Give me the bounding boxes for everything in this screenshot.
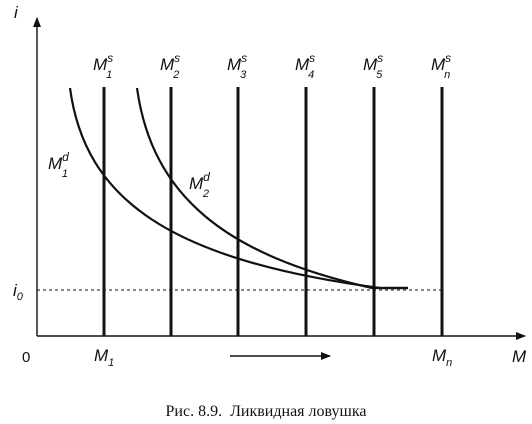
x-axis-label: M bbox=[512, 347, 527, 366]
origin-label: 0 bbox=[22, 349, 30, 366]
demand-curve-m2 bbox=[135, 87, 408, 290]
x-tick-m1: M1 bbox=[94, 346, 114, 369]
x-tick-mn: Mn bbox=[432, 346, 452, 369]
supply-label-m5: Ms 5 bbox=[363, 51, 383, 81]
supply-label-m4: Ms 4 bbox=[295, 51, 315, 81]
demand-label-m1: Md 1 bbox=[48, 150, 69, 180]
demand-curve-m1 bbox=[68, 87, 408, 290]
supply-label-m1: Ms 1 bbox=[93, 51, 113, 81]
supply-label-m3: Ms 3 bbox=[227, 51, 247, 81]
demand-label-m2: Md 2 bbox=[189, 170, 210, 200]
figure-caption: Рис. 8.9. Ликвидная ловушка bbox=[166, 403, 367, 420]
y-axis-label: i bbox=[14, 3, 19, 22]
i0-label: i0 bbox=[13, 281, 24, 303]
supply-label-m2: Ms 2 bbox=[160, 51, 180, 81]
supply-label-mn: Ms n bbox=[431, 51, 451, 81]
